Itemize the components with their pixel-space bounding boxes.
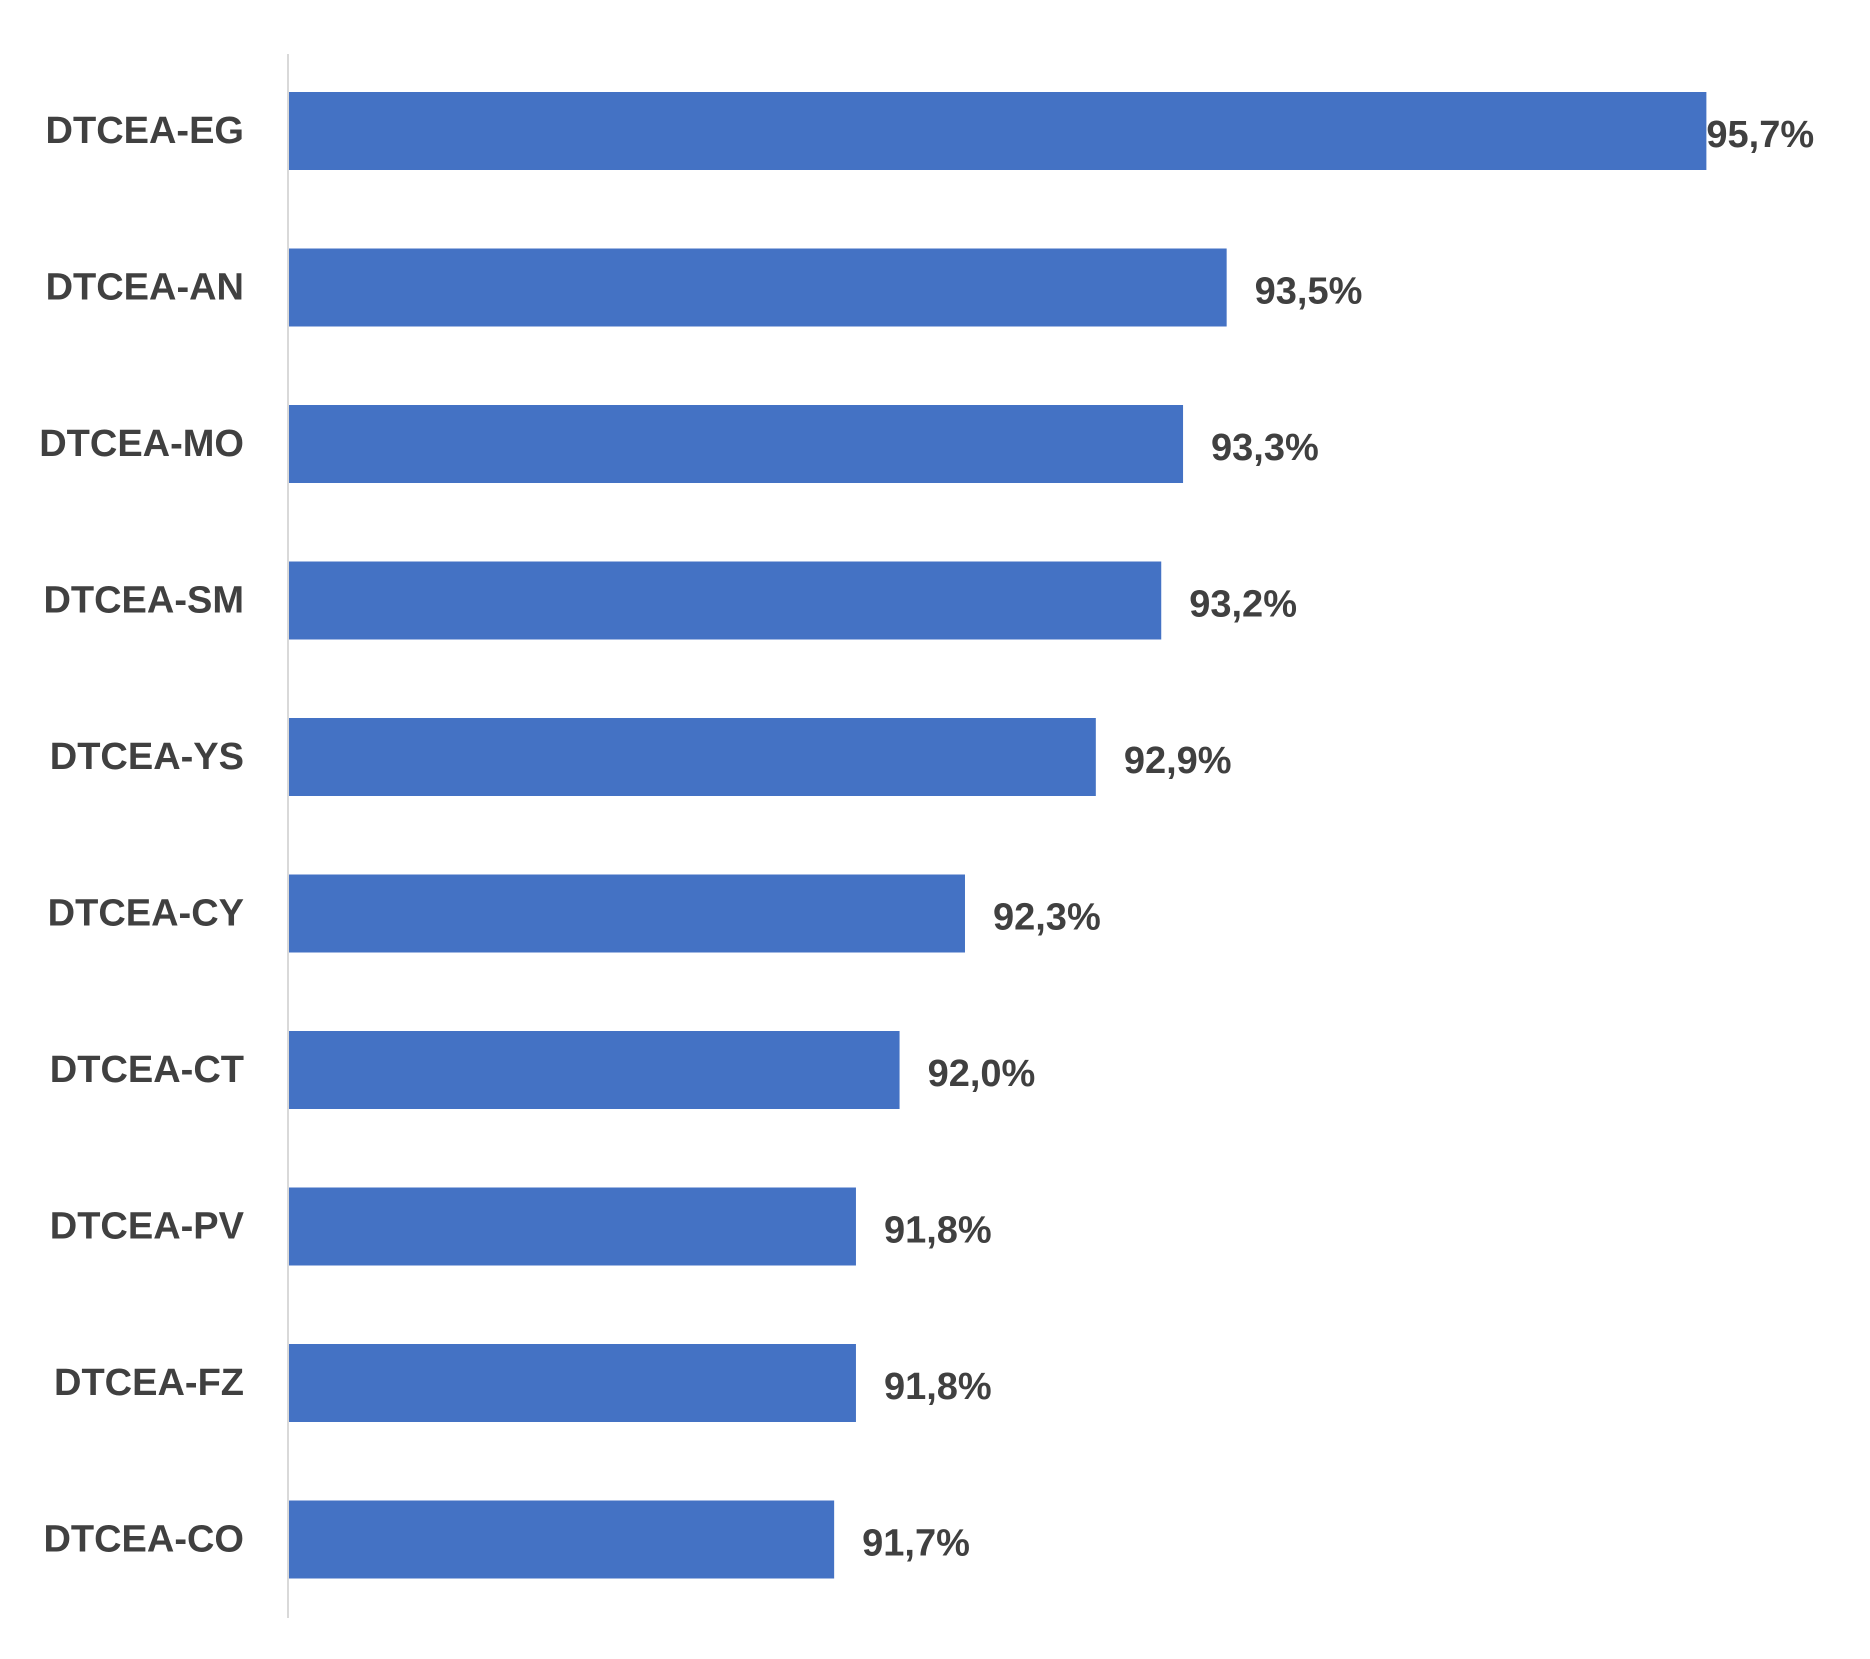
value-label-dtcea-ct: 92,0% [928, 1053, 1036, 1095]
bar-dtcea-ys [289, 718, 1096, 796]
bar-dtcea-co [289, 1500, 835, 1579]
value-label-dtcea-mo: 93,3% [1211, 427, 1319, 469]
value-label-dtcea-fz: 91,8% [884, 1366, 992, 1408]
category-label-dtcea-fz: DTCEA-FZ [54, 1362, 244, 1404]
value-label-dtcea-pv: 91,8% [884, 1210, 992, 1252]
bar-dtcea-eg [289, 92, 1707, 170]
value-label-dtcea-sm: 93,2% [1189, 584, 1297, 626]
bar-dtcea-sm [289, 561, 1162, 640]
category-label-dtcea-pv: DTCEA-PV [50, 1206, 245, 1248]
category-label-dtcea-mo: DTCEA-MO [39, 423, 244, 465]
bar-dtcea-mo [289, 405, 1184, 483]
bar-dtcea-pv [289, 1187, 856, 1266]
value-labels-group: 95,7% 93,5% 93,3% 93,2% 92,9% 92,3% 92,0% 91,8%… [862, 114, 1814, 1565]
category-label-dtcea-eg: DTCEA-EG [46, 110, 244, 152]
category-labels-group: DTCEA-EG DTCEA-AN DTCEA-MO DTCEA-SM DTCEA-YS… [39, 110, 244, 1561]
category-label-dtcea-co: DTCEA-CO [43, 1519, 244, 1561]
category-label-dtcea-cy: DTCEA-CY [48, 893, 244, 935]
value-label-dtcea-cy: 92,3% [993, 897, 1101, 939]
category-label-dtcea-an: DTCEA-AN [46, 267, 244, 309]
value-label-dtcea-eg: 95,7% [1706, 114, 1814, 156]
bar-dtcea-fz [289, 1344, 856, 1422]
bars-group [289, 92, 1707, 1579]
category-label-dtcea-ct: DTCEA-CT [50, 1049, 244, 1091]
value-label-dtcea-ys: 92,9% [1124, 740, 1232, 782]
category-label-dtcea-ys: DTCEA-YS [50, 736, 244, 778]
bar-dtcea-ct [289, 1031, 900, 1109]
value-label-dtcea-an: 93,5% [1255, 271, 1363, 313]
value-label-dtcea-co: 91,7% [862, 1523, 970, 1565]
bar-dtcea-an [289, 248, 1227, 327]
category-label-dtcea-sm: DTCEA-SM [43, 580, 244, 622]
bar-dtcea-cy [289, 874, 965, 953]
